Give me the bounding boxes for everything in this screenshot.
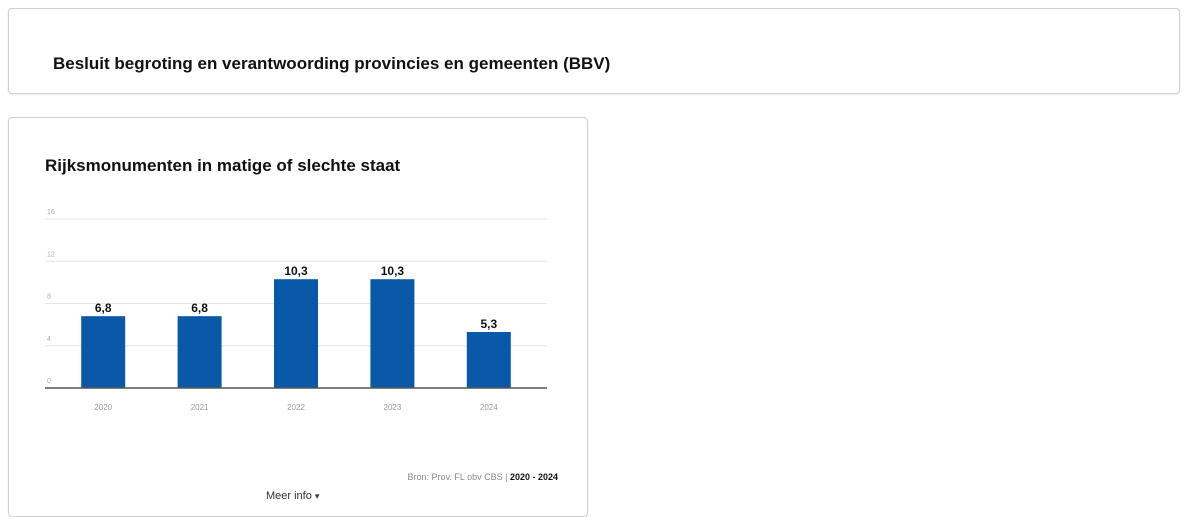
data-label: 10,3 [284,264,308,278]
year-separator: - [529,472,538,482]
y-tick-label: 4 [47,336,51,343]
year-start: 2020 [509,472,530,482]
x-tick-label: 2023 [384,403,402,412]
data-label: 6,8 [95,301,112,315]
x-tick-label: 2022 [287,403,305,412]
chart-card: Rijksmonumenten in matige of slechte sta… [8,117,588,517]
year-end: 2024 [537,472,558,482]
bar [81,316,126,388]
chart-title: Rijksmonumenten in matige of slechte sta… [45,156,401,175]
bar [466,332,511,388]
data-label: 10,3 [381,264,405,278]
x-tick-label: 2020 [94,403,112,412]
bar-chart: 0 4 8 12 16 6,8 2020 6,8 2021 10,3 2022 10,3 2023 5,3… [45,209,547,412]
bar [177,316,222,388]
x-tick-label: 2024 [480,403,498,412]
source-line: Bron: Prov. FL obv CBS | 2020 - 2024 [408,472,558,482]
y-tick-label: 8 [47,294,51,301]
y-tick-label: 0 [47,378,51,385]
header-card: Besluit begroting en verantwoording prov… [8,8,1180,94]
x-tick-label: 2021 [191,403,209,412]
caret-down-icon: ▾ [314,491,320,501]
page-title: Besluit begroting en verantwoording prov… [53,54,611,73]
data-label: 6,8 [191,301,208,315]
source-text: Bron: Prov. FL obv CBS | [407,472,508,482]
bar [274,279,318,388]
bar [370,279,415,388]
meer-info-label: Meer info [266,490,312,502]
y-tick-label: 12 [47,251,55,258]
meer-info-button[interactable]: Meer info ▾ [266,490,319,502]
y-tick-label: 16 [47,209,55,216]
data-label: 5,3 [480,317,497,331]
